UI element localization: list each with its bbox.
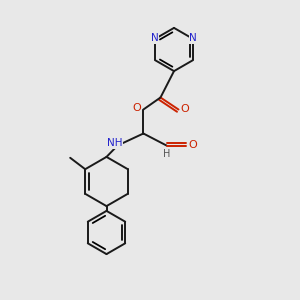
Text: N: N: [151, 33, 159, 43]
Text: O: O: [188, 140, 197, 151]
Text: N: N: [189, 33, 197, 43]
Text: O: O: [132, 103, 141, 113]
Text: NH: NH: [107, 138, 123, 148]
Text: O: O: [181, 104, 190, 115]
Text: H: H: [164, 149, 171, 160]
